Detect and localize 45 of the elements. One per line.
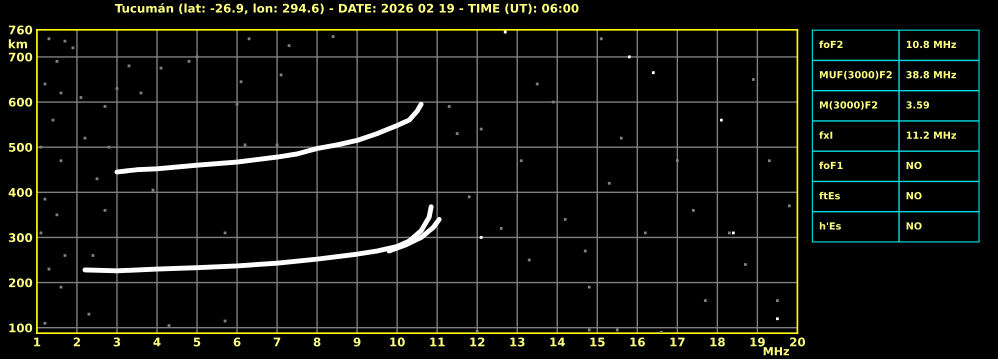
text: 3.59 — [906, 101, 930, 109]
x-tick-label: 18 — [710, 338, 725, 346]
y-tick-label: 600 — [8, 98, 32, 107]
text: M(3000)F2 — [820, 101, 878, 110]
x-tick-label: 14 — [550, 338, 565, 346]
x-tick-label: 17 — [670, 338, 685, 346]
y-tick-label: 100 — [9, 323, 32, 332]
x-tick-label: 11 — [430, 338, 445, 346]
text: NO — [906, 192, 922, 200]
x-tick-label: 15 — [590, 338, 605, 346]
x-tick-label: 6 — [234, 338, 241, 346]
y-tick-label: 700 — [8, 52, 32, 62]
x-axis-title: MHz — [764, 347, 789, 356]
x-tick-label: 20 — [790, 338, 806, 346]
y-axis-title: km — [8, 39, 28, 48]
text: 38.8 MHz — [906, 71, 956, 78]
y-tick-label: 300 — [8, 233, 32, 242]
x-tick-label: 13 — [510, 338, 524, 346]
x-tick-label: 5 — [194, 338, 200, 346]
x-tick-label: 10 — [390, 338, 405, 346]
text: MUF(3000)F2 — [820, 70, 892, 80]
text: h'Es — [820, 222, 841, 230]
x-tick-label: 3 — [114, 338, 120, 346]
text: 11.2 MHz — [906, 132, 956, 139]
y-tick-label: 400 — [8, 188, 32, 197]
y-tick-label: 200 — [9, 278, 32, 288]
text: ftEs — [819, 192, 840, 200]
x-tick-label: 16 — [630, 338, 645, 346]
x-tick-label: 4 — [153, 338, 161, 346]
text: foF1 — [819, 162, 843, 170]
text: NO — [906, 222, 922, 230]
x-tick-label: 2 — [74, 338, 80, 346]
x-tick-label: 7 — [274, 338, 280, 346]
x-tick-label: 1 — [34, 338, 40, 346]
text: fxI — [819, 131, 832, 139]
text: 10.8 MHz — [906, 40, 956, 48]
chart-title: Tucumán (lat: -26.9, lon: 294.6) - DATE: 2026 02 19 - TIME (UT): 06:00 — [114, 3, 579, 14]
x-tick-label: 19 — [750, 338, 765, 346]
y-tick-label: 500 — [9, 142, 32, 152]
x-tick-label: 8 — [314, 338, 320, 346]
y-tick-label: 760 — [8, 26, 32, 34]
x-tick-label: 12 — [470, 338, 484, 346]
x-tick-label: 9 — [354, 338, 360, 346]
text: NO — [906, 162, 922, 170]
text: foF2 — [819, 40, 843, 48]
